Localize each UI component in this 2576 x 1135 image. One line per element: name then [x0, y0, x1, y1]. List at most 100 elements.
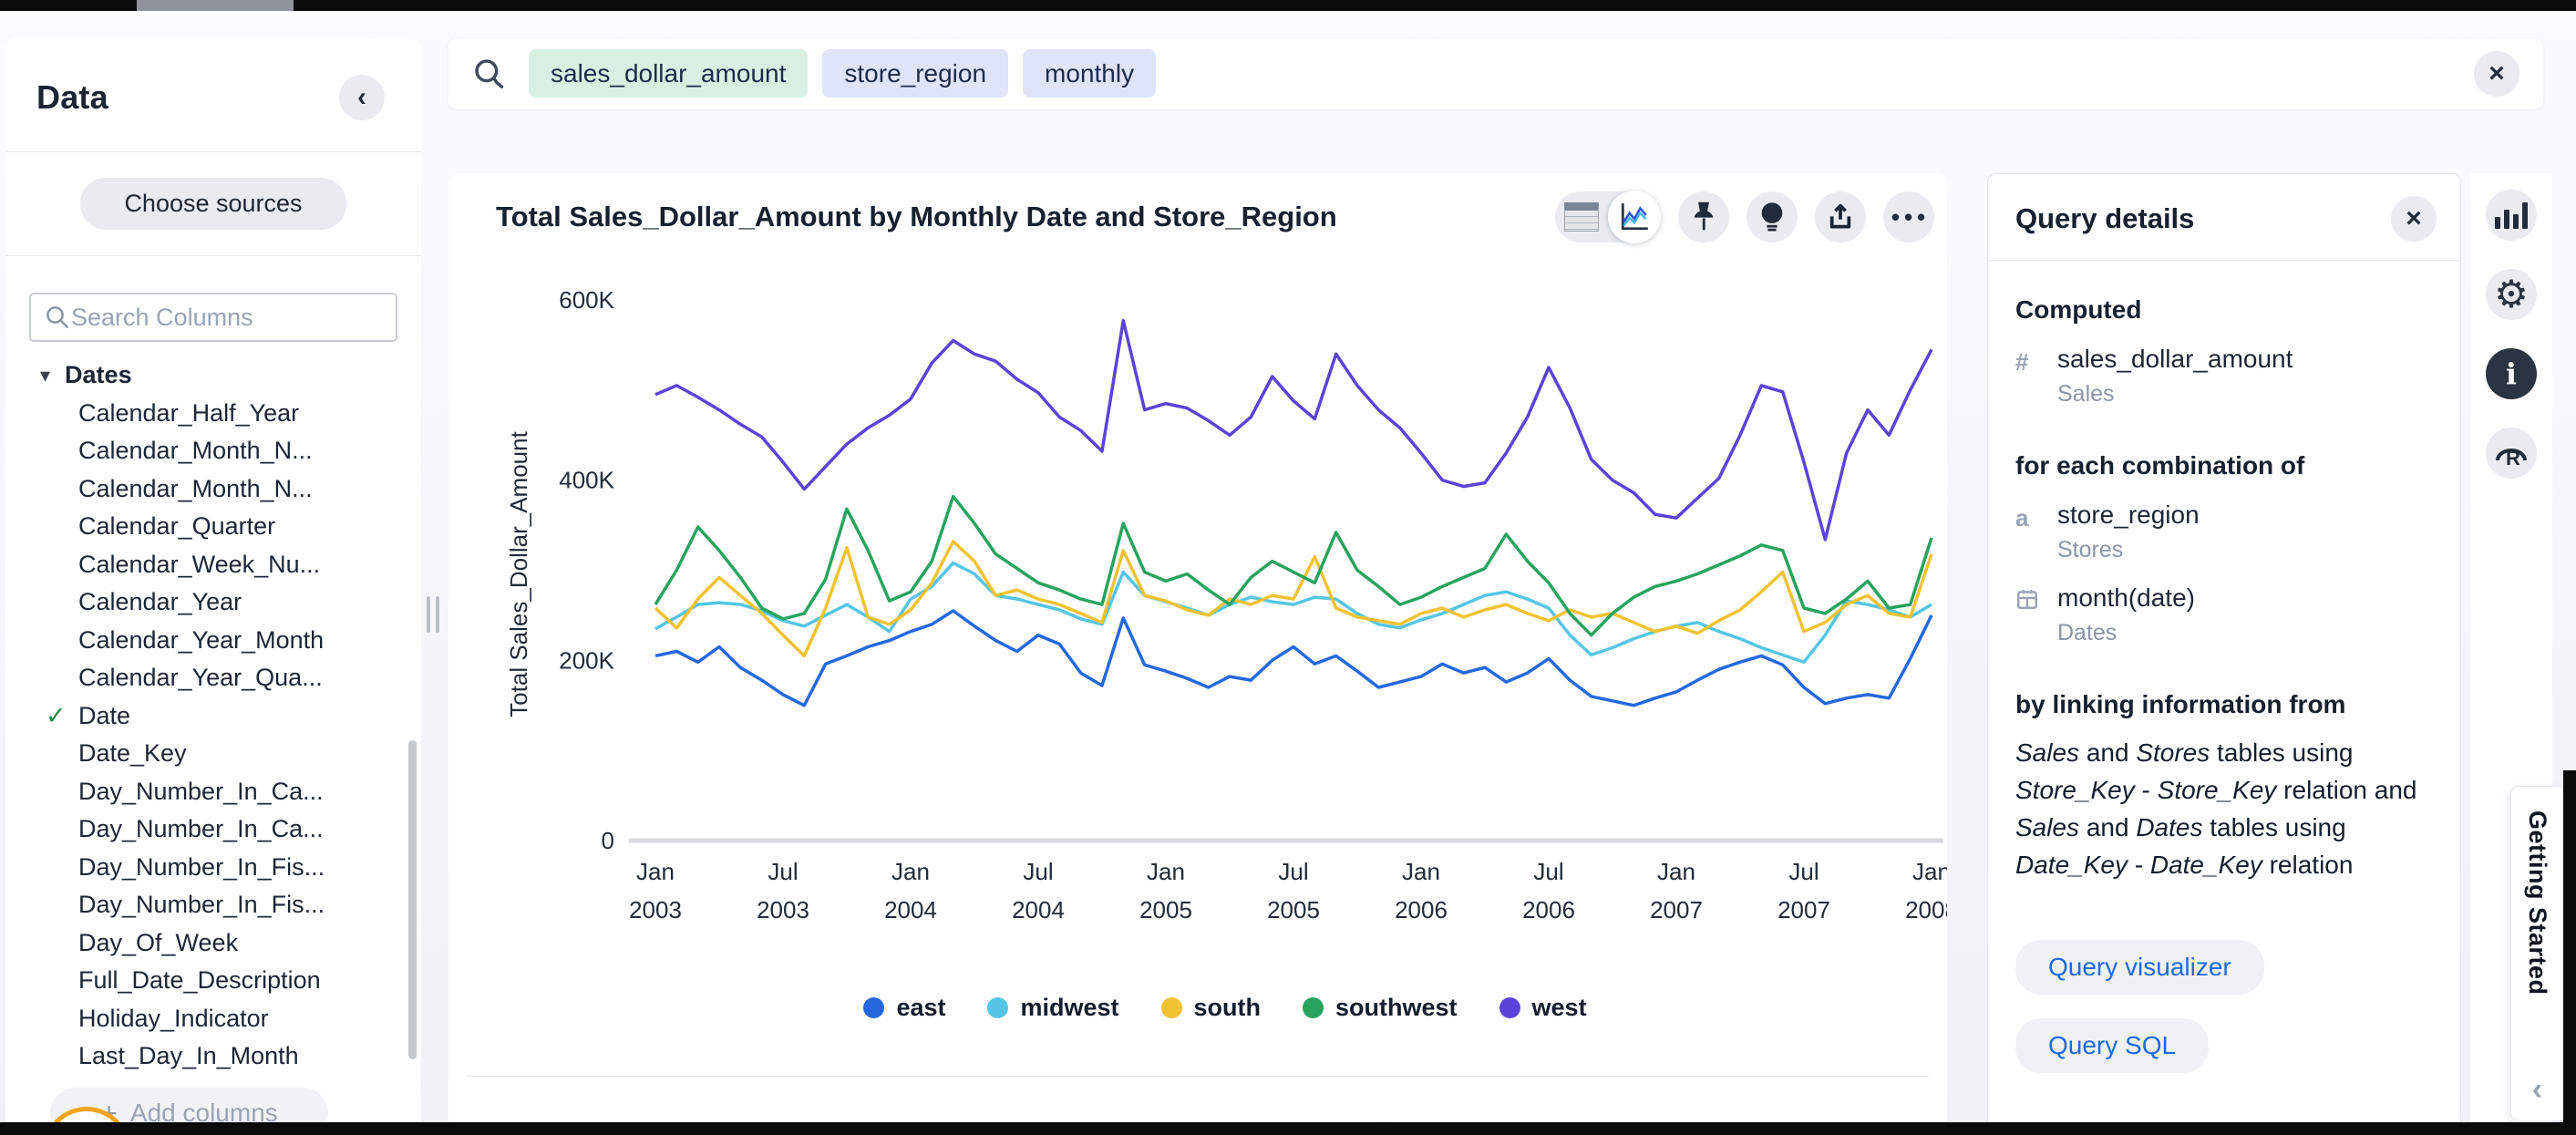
legend-dot: [1499, 997, 1520, 1018]
chart-text: 2005: [1139, 896, 1192, 923]
chart-text: 2006: [1395, 896, 1448, 923]
chart-text: Jul: [768, 858, 798, 885]
query-details-close-button[interactable]: ×: [2391, 196, 2437, 242]
query-visualizer-button[interactable]: Query visualizer: [2015, 940, 2264, 995]
column-item[interactable]: Calendar_Year: [5, 583, 421, 622]
column-search-box[interactable]: [29, 293, 397, 342]
column-item[interactable]: Day_Of_Week: [5, 924, 421, 963]
combo1-table: Stores: [2057, 537, 2200, 563]
column-item[interactable]: Day_Number_In_Ca...: [5, 810, 421, 849]
number-icon: #: [2015, 345, 2057, 408]
legend-dot: [863, 997, 884, 1018]
series-line-southwest[interactable]: [655, 497, 1932, 635]
r-analysis-button[interactable]: R: [2486, 428, 2537, 479]
right-black-edge: [2563, 770, 2576, 1135]
column-item-label: Calendar_Year_Month: [78, 626, 324, 654]
yaxis-title: Total Sales_Dollar_Amount: [505, 430, 532, 717]
chevron-left-icon: ‹: [357, 82, 366, 113]
column-item-label: Calendar_Half_Year: [78, 399, 299, 427]
legend-dot: [987, 997, 1008, 1018]
column-item[interactable]: Full_Date_Description: [5, 962, 421, 1000]
getting-started-tab[interactable]: Getting Started ‹: [2510, 786, 2563, 1121]
column-item-label: Holiday_Indicator: [78, 1005, 269, 1032]
top-black-bar: [0, 0, 2576, 11]
column-group-dates[interactable]: ▾ Dates: [5, 356, 421, 395]
series-line-east[interactable]: [655, 611, 1932, 706]
search-tokens: sales_dollar_amountstore_regionmonthly: [529, 59, 1170, 88]
search-token[interactable]: store_region: [822, 49, 1008, 98]
chart-text: Jul: [1023, 858, 1053, 885]
sidebar-scrollbar-thumb[interactable]: [408, 740, 417, 1059]
combination-heading: for each combination of: [2015, 451, 2437, 480]
search-clear-button[interactable]: ×: [2474, 51, 2519, 97]
chart-text: 2005: [1267, 896, 1320, 923]
chart-text: 2007: [1777, 896, 1830, 923]
column-item[interactable]: Calendar_Year_Qua...: [5, 659, 421, 697]
sidebar-collapse-button[interactable]: ‹: [339, 75, 385, 120]
column-item-label: Calendar_Year: [78, 588, 242, 615]
chart-card-divider: [467, 1076, 1929, 1077]
divider: [1988, 260, 2460, 261]
column-item[interactable]: ✓Date: [5, 697, 421, 736]
chart-text: Jan: [1657, 858, 1695, 885]
legend-dot: [1303, 997, 1324, 1018]
column-item[interactable]: Calendar_Week_Nu...: [5, 546, 421, 584]
search-token[interactable]: sales_dollar_amount: [529, 49, 808, 98]
legend-label: midwest: [1020, 994, 1118, 1022]
legend-item-west[interactable]: west: [1499, 994, 1587, 1022]
legend-label: south: [1194, 994, 1262, 1022]
query-info-button[interactable]: i: [2486, 348, 2537, 399]
settings-button[interactable]: ⚙: [2486, 269, 2537, 320]
column-item-label: Calendar_Month_N...: [78, 475, 313, 502]
column-search-input[interactable]: [71, 304, 372, 332]
column-item[interactable]: Holiday_Indicator: [5, 1000, 421, 1038]
column-item-label: Full_Date_Description: [78, 966, 321, 994]
search-bar[interactable]: sales_dollar_amountstore_regionmonthly ×: [448, 38, 2543, 109]
column-item-label: Day_Number_In_Fis...: [78, 853, 325, 881]
sidebar-resize-handle[interactable]: [427, 596, 443, 633]
chart-text: Jan: [1402, 858, 1440, 885]
legend-item-southwest[interactable]: southwest: [1303, 994, 1458, 1022]
chart-config-button[interactable]: [2486, 190, 2537, 241]
column-item[interactable]: Calendar_Month_N...: [5, 470, 421, 509]
computed-table: Sales: [2057, 381, 2293, 408]
info-icon: i: [2506, 356, 2517, 391]
column-item[interactable]: Day_Number_In_Fis...: [5, 849, 421, 887]
column-item-label: Day_Number_In_Fis...: [78, 891, 325, 918]
chart-text: 2007: [1650, 896, 1703, 923]
chart-text: 2008: [1905, 896, 1947, 923]
series-line-west[interactable]: [655, 321, 1932, 540]
column-item[interactable]: Day_Number_In_Fis...: [5, 886, 421, 924]
column-item-label: Day_Number_In_Ca...: [78, 778, 324, 805]
chart-text: Jan: [636, 858, 675, 885]
computed-heading: Computed: [2015, 295, 2437, 325]
legend-item-south[interactable]: south: [1161, 994, 1262, 1022]
legend-item-midwest[interactable]: midwest: [987, 994, 1118, 1022]
calendar-icon: [2015, 583, 2057, 646]
column-item[interactable]: Calendar_Half_Year: [5, 395, 421, 433]
column-item[interactable]: Last_Day_In_Month: [5, 1037, 421, 1076]
column-group-label: Dates: [65, 356, 132, 395]
sidebar-header: Data ‹: [5, 38, 421, 152]
column-item[interactable]: Calendar_Quarter: [5, 508, 421, 546]
query-sql-button[interactable]: Query SQL: [2015, 1018, 2209, 1073]
column-item[interactable]: Calendar_Month_N...: [5, 432, 421, 470]
column-item-label: Calendar_Year_Qua...: [78, 664, 323, 691]
bottom-black-bar: [0, 1122, 2576, 1135]
choose-sources-button[interactable]: Choose sources: [80, 178, 345, 230]
column-item-label: Calendar_Month_N...: [78, 437, 313, 464]
column-item[interactable]: Date_Key: [5, 735, 421, 773]
legend-item-east[interactable]: east: [863, 994, 945, 1022]
column-item[interactable]: Day_Number_In_Ca...: [5, 773, 421, 811]
line-chart[interactable]: 0200K400K600KTotal Sales_Dollar_AmountJa…: [448, 173, 1947, 1123]
close-icon: ×: [2488, 58, 2505, 89]
chart-text: 2003: [757, 896, 809, 923]
combo-row-store-region: a store_region Stores: [2015, 500, 2437, 563]
column-item-label: Date_Key: [78, 739, 187, 767]
search-token[interactable]: monthly: [1023, 49, 1156, 98]
r-logo-icon: R: [2494, 439, 2529, 468]
chart-text: Jan: [891, 858, 930, 885]
chart-text: 600K: [559, 286, 614, 314]
column-item[interactable]: Calendar_Year_Month: [5, 622, 421, 660]
chart-text: 200K: [559, 646, 614, 674]
